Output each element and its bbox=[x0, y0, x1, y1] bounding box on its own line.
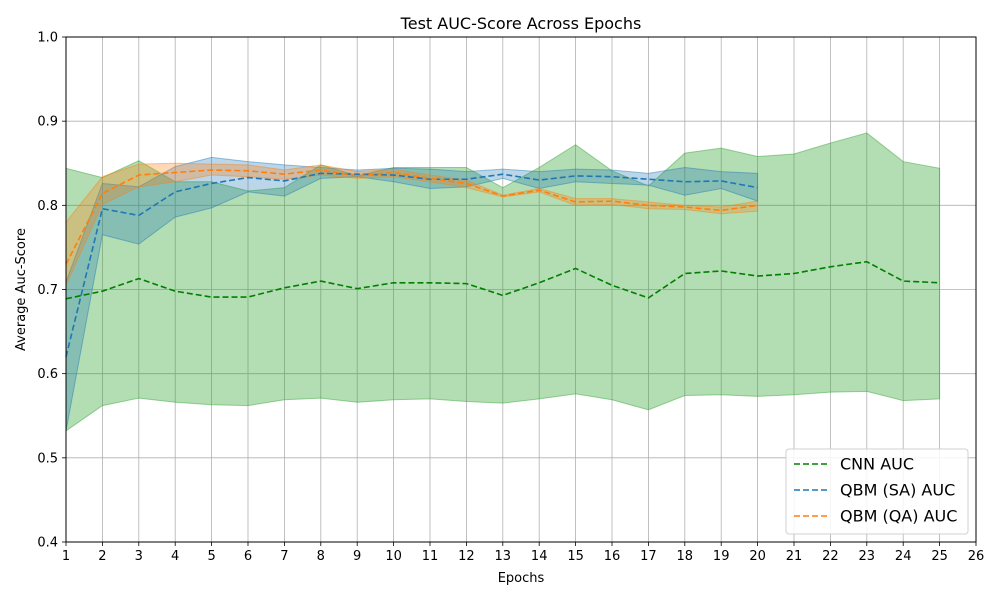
y-tick-label: 0.9 bbox=[37, 115, 58, 130]
x-tick-label: 26 bbox=[968, 549, 985, 564]
x-tick-label: 20 bbox=[749, 549, 766, 564]
y-tick-label: 0.8 bbox=[37, 199, 58, 214]
x-tick-label: 18 bbox=[677, 549, 694, 564]
x-tick-label: 19 bbox=[713, 549, 730, 564]
x-tick-label: 21 bbox=[786, 549, 803, 564]
x-tick-label: 15 bbox=[567, 549, 584, 564]
legend-frame bbox=[785, 448, 969, 535]
x-tick-label: 17 bbox=[640, 549, 657, 564]
x-tick-label: 11 bbox=[422, 549, 439, 564]
legend-label-2: QBM (SA) AUC bbox=[840, 481, 955, 500]
x-tick-label: 12 bbox=[458, 549, 475, 564]
confidence-bands bbox=[65, 132, 941, 432]
line-series-1 bbox=[65, 260, 940, 300]
x-tick-label: 6 bbox=[244, 549, 252, 564]
line-series-3 bbox=[65, 169, 758, 265]
legend-label-3: QBM (QA) AUC bbox=[840, 507, 957, 526]
series-lines bbox=[65, 169, 940, 358]
y-tick-label: 0.5 bbox=[37, 451, 58, 466]
x-tick-label: 23 bbox=[859, 549, 876, 564]
y-tick-label: 1.0 bbox=[37, 31, 58, 46]
x-tick-label: 10 bbox=[385, 549, 402, 564]
x-tick-label: 14 bbox=[531, 549, 548, 564]
x-tick-label: 16 bbox=[604, 549, 621, 564]
x-tick-label: 9 bbox=[353, 549, 361, 564]
x-tick-label: 25 bbox=[931, 549, 948, 564]
chart-title: Test AUC-Score Across Epochs bbox=[400, 14, 642, 33]
x-tick-label: 5 bbox=[207, 549, 215, 564]
x-tick-label: 22 bbox=[822, 549, 839, 564]
grid bbox=[65, 36, 977, 543]
y-axis-label: Average Auc-Score bbox=[14, 228, 29, 351]
legend: CNN AUC QBM (SA) AUC QBM (QA) AUC bbox=[785, 448, 969, 535]
x-tick-label: 8 bbox=[317, 549, 325, 564]
x-tick-label: 7 bbox=[280, 549, 288, 564]
x-tick-label: 13 bbox=[495, 549, 512, 564]
line-series-2 bbox=[65, 172, 758, 358]
x-tick-label: 2 bbox=[98, 549, 106, 564]
x-tick-label: 24 bbox=[895, 549, 912, 564]
x-axis-label: Epochs bbox=[498, 571, 545, 586]
y-tick-label: 0.4 bbox=[37, 536, 58, 551]
band-series-3 bbox=[65, 162, 759, 286]
band-series-1 bbox=[65, 132, 941, 432]
y-tick-label: 0.7 bbox=[37, 283, 58, 298]
x-tick-label: 3 bbox=[135, 549, 143, 564]
y-tick-label: 0.6 bbox=[37, 367, 58, 382]
legend-label-1: CNN AUC bbox=[840, 455, 914, 474]
x-tick-label: 1 bbox=[62, 549, 70, 564]
x-tick-label: 4 bbox=[171, 549, 179, 564]
axis-ticks: 1 2 3 4 5 6 7 8 9 10 11 12 13 14 15 16 17 18 19 20 21 22 23 24 2… bbox=[37, 31, 984, 565]
band-series-2 bbox=[65, 156, 759, 431]
